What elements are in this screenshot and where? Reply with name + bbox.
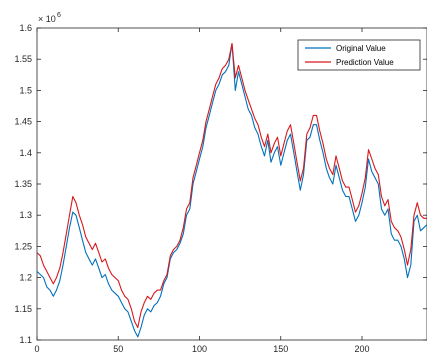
x-tick-label: 100	[192, 344, 207, 354]
y-tick-label: 1.5	[19, 85, 32, 95]
x-tick-label: 50	[113, 344, 123, 354]
series-lines	[36, 43, 427, 338]
legend-label-original: Original Value	[336, 44, 386, 53]
legend: Original Value Prediction Value	[297, 39, 421, 71]
series-line-prediction	[36, 43, 427, 329]
y-tick-label: 1.1	[19, 335, 32, 345]
x-axis-ticks: 0 50 100 150 200	[34, 28, 370, 354]
y-tick-label: 1.45	[14, 117, 32, 127]
legend-label-prediction: Prediction Value	[336, 58, 394, 67]
y-axis-ticks: 1.1 1.15 1.2 1.25 1.3 1.35 1.4 1.45 1.5 1.55 1.6	[14, 23, 427, 345]
legend-box	[297, 39, 421, 71]
y-tick-label: 1.3	[19, 210, 32, 220]
x-tick-label: 0	[34, 344, 39, 354]
y-tick-label: 1.55	[14, 54, 32, 64]
y-tick-label: 1.4	[19, 148, 32, 158]
y-tick-label: 1.15	[14, 304, 32, 314]
x-tick-label: 200	[354, 344, 369, 354]
y-tick-label: 1.2	[19, 273, 32, 283]
plot-area	[36, 27, 427, 341]
y-multiplier-exponent: 6	[57, 12, 61, 19]
y-tick-label: 1.6	[19, 23, 32, 33]
y-multiplier-base: × 10	[38, 14, 56, 24]
y-axis-multiplier: × 10 6	[38, 12, 61, 24]
y-tick-label: 1.35	[14, 179, 32, 189]
y-tick-label: 1.25	[14, 241, 32, 251]
x-tick-label: 150	[273, 344, 288, 354]
